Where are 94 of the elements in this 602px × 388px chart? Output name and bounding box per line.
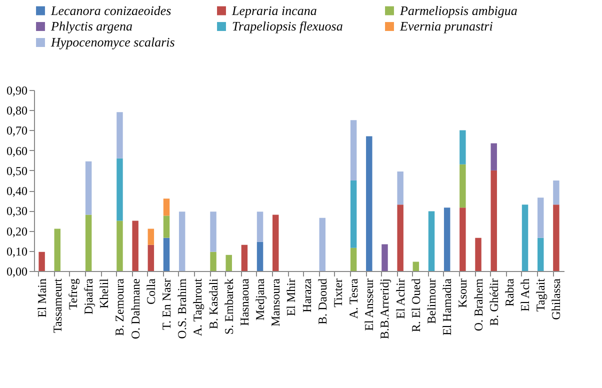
bar (382, 244, 388, 271)
bar (460, 208, 466, 271)
legend-label: Lecanora conizaeoides (50, 2, 172, 18)
bar (553, 204, 560, 271)
bar (272, 214, 279, 271)
x-tick-label: El Ansseur (362, 278, 376, 331)
x-tick-label: Tefreg (66, 278, 80, 310)
legend-label: Parmeliopsis ambigua (399, 2, 518, 18)
x-tick-label: Rabta (502, 278, 516, 306)
bar (256, 212, 264, 242)
bar (350, 120, 357, 180)
x-tick-label: B. Kasdali (206, 278, 220, 330)
bar (490, 143, 497, 170)
x-tick-label: B. Zemoura (112, 278, 127, 336)
legend-label: Hypocenomyce scalaris (50, 34, 175, 50)
x-tick-label: Haraza (300, 278, 314, 312)
bar (163, 216, 170, 238)
x-tick-label: Hasnaoua (237, 278, 252, 326)
bar (148, 244, 154, 271)
bar (538, 238, 544, 271)
bar (54, 228, 60, 271)
x-tick-label: A. Taghrout (190, 278, 205, 336)
bar (178, 212, 186, 271)
legend-label: Evernia prunastri (399, 18, 494, 34)
x-tick-label: S. Embarek (222, 278, 236, 334)
bar (522, 204, 528, 271)
bar (132, 220, 138, 271)
bar (210, 212, 216, 252)
bar (226, 254, 232, 271)
x-tick-label: O.S. Brahim (175, 278, 190, 339)
y-tick-label: 0,10 (6, 244, 28, 258)
bar (256, 242, 264, 271)
bar (538, 198, 544, 238)
x-tick-label: Tixter (330, 278, 345, 308)
bar (460, 130, 466, 164)
y-tick-label: 0,70 (6, 124, 28, 138)
bar (460, 164, 466, 208)
x-tick-label: Djaafra (82, 278, 96, 314)
bar (210, 252, 216, 271)
x-tick-label: Ghilassa (549, 278, 564, 320)
bar (148, 228, 154, 245)
bar (475, 238, 482, 271)
bar (350, 248, 357, 271)
x-tick-label: Colla (144, 278, 158, 304)
bar (366, 136, 372, 271)
x-tick-label: Taglait (534, 278, 548, 312)
x-tick-label: A. Tesra (346, 278, 361, 319)
bar (412, 262, 420, 271)
x-tick-label: Khelil (97, 278, 112, 308)
y-tick-label: 0,00 (6, 264, 28, 278)
x-tick-label: R. El Oued (408, 278, 423, 332)
bar (553, 180, 560, 205)
x-tick-label: O. Brahem (471, 278, 486, 332)
x-tick-label: B. Ghédir (486, 278, 501, 326)
x-tick-label: Mansoura (268, 278, 283, 326)
y-tick-label: 0,60 (6, 144, 28, 158)
y-tick-label: 0,30 (6, 204, 28, 218)
x-tick-label: El Ach (518, 278, 532, 312)
bar (397, 171, 404, 205)
x-tick-label: T. En Nasr (160, 278, 174, 330)
x-tick-label: Tassameurt (50, 278, 64, 333)
bar (163, 198, 170, 216)
legend-label: Phlyctis argena (50, 18, 133, 34)
bar (241, 244, 248, 271)
bar (397, 204, 404, 271)
bar (116, 158, 123, 221)
y-tick-label: 0,20 (6, 224, 28, 238)
y-tick-label: 0,50 (6, 164, 28, 178)
bar (85, 214, 92, 271)
x-tick-label: Belimour (424, 278, 438, 324)
y-tick-label: 0,80 (6, 104, 28, 118)
x-tick-label: Ksour (456, 278, 470, 308)
x-tick-label: El Mhir (284, 278, 298, 316)
bar (38, 252, 45, 271)
x-tick-label: El Main (34, 278, 49, 318)
bar (116, 112, 123, 158)
bar (85, 161, 92, 215)
x-tick-label: B. Daoud (315, 278, 330, 324)
x-tick-label: El Hamadia (440, 278, 454, 336)
x-tick-label: B.B.Arreridj (378, 278, 392, 340)
bar (350, 180, 357, 248)
bar (319, 218, 326, 271)
bar (490, 170, 497, 271)
legend-label: Trapeliopsis flexuosa (232, 18, 344, 34)
bar (444, 208, 450, 271)
legend-label: Lepraria incana (231, 2, 318, 18)
y-tick-label: 0,90 (6, 84, 28, 98)
y-tick-label: 0,40 (6, 184, 28, 198)
bar (428, 211, 435, 271)
x-tick-label: O. Dahmane (128, 278, 142, 340)
bar (116, 220, 123, 271)
x-tick-label: Medjana (253, 278, 268, 320)
x-tick-label: El Achir (393, 278, 408, 319)
bar (163, 238, 170, 271)
